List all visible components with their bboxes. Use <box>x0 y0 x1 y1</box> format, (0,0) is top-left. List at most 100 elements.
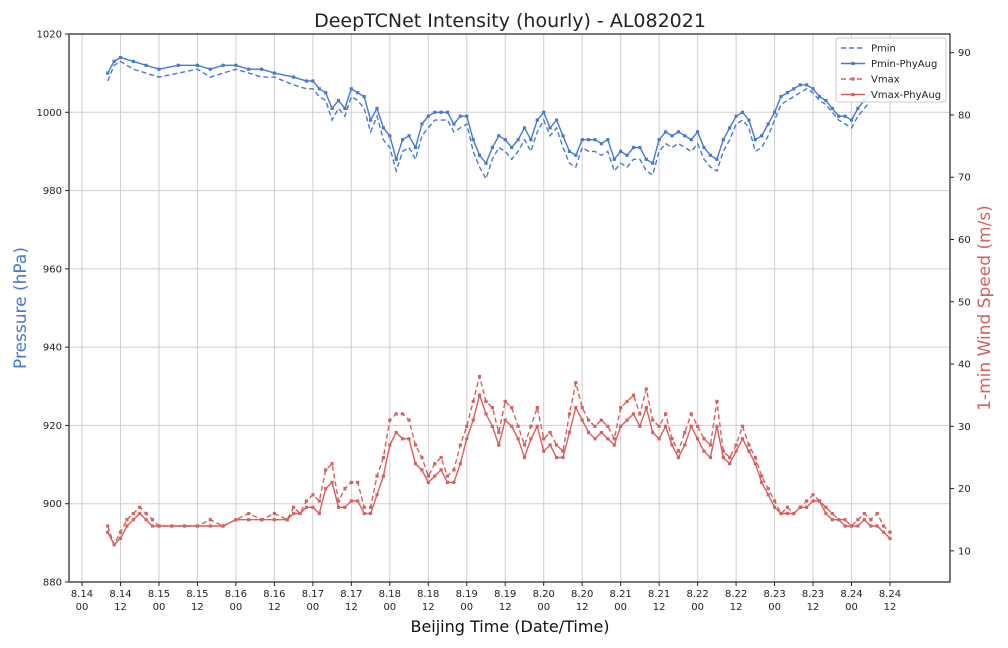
data-point <box>324 487 328 491</box>
data-point <box>349 87 353 91</box>
data-point <box>792 511 796 516</box>
data-point <box>721 138 725 142</box>
data-point <box>747 118 751 122</box>
y-right-tick-label: 90 <box>958 48 971 59</box>
data-point <box>420 122 424 126</box>
data-point <box>349 499 353 503</box>
data-point <box>426 474 430 478</box>
data-point <box>522 443 527 447</box>
data-point <box>369 505 373 509</box>
data-point <box>516 424 520 428</box>
data-point <box>497 443 501 447</box>
x-axis-label: Beijing Time (Date/Time) <box>410 617 609 636</box>
data-point <box>112 543 116 547</box>
data-point <box>882 524 886 528</box>
data-point <box>849 118 854 122</box>
series-pmin <box>107 60 872 181</box>
data-point <box>529 424 533 428</box>
data-point <box>760 134 764 138</box>
x-tick-time-label: 12 <box>422 602 435 613</box>
data-point <box>689 138 693 142</box>
data-point <box>734 449 738 453</box>
y-left-tick-label: 960 <box>43 264 62 275</box>
legend-marker <box>851 77 855 81</box>
data-point <box>343 106 347 110</box>
x-tick-time-label: 12 <box>114 602 127 613</box>
data-point <box>420 455 424 460</box>
data-point <box>529 437 533 441</box>
data-point <box>433 462 437 466</box>
data-point <box>753 462 757 466</box>
data-point <box>888 530 892 534</box>
data-point <box>657 437 661 441</box>
x-tick-time-label: 00 <box>230 602 243 613</box>
data-point <box>106 524 110 528</box>
x-tick-date-label: 8.22 <box>725 589 747 600</box>
y-axis-right-label: 1-min Wind Speed (m/s) <box>975 205 995 411</box>
y-right-tick-label: 60 <box>958 235 971 246</box>
data-point <box>638 145 642 150</box>
data-point <box>638 412 642 416</box>
data-point <box>176 63 180 67</box>
data-point <box>401 138 405 142</box>
y-left-tick-label: 1020 <box>37 30 62 41</box>
data-point <box>548 126 552 130</box>
data-point <box>843 524 847 528</box>
data-point <box>805 83 809 87</box>
data-point <box>510 424 514 428</box>
data-point <box>824 505 828 509</box>
x-tick-time-label: 12 <box>807 602 820 613</box>
data-point <box>606 437 610 441</box>
data-point <box>683 443 687 447</box>
data-point <box>644 387 648 391</box>
x-tick-time-label: 00 <box>76 602 89 613</box>
data-point <box>388 134 392 138</box>
data-point <box>497 134 501 138</box>
data-point <box>478 374 482 379</box>
data-point <box>843 518 847 522</box>
data-point <box>728 462 732 466</box>
data-point <box>830 511 834 516</box>
data-point <box>336 505 341 509</box>
data-point <box>503 399 507 403</box>
data-point <box>381 126 385 130</box>
y-left-tick-label: 940 <box>43 343 62 354</box>
data-point <box>817 95 822 99</box>
data-point <box>247 518 251 522</box>
data-point <box>638 424 642 428</box>
data-point <box>670 134 674 138</box>
data-point <box>535 424 539 428</box>
data-point <box>362 95 366 99</box>
data-point <box>587 138 591 142</box>
data-point <box>888 536 892 540</box>
data-point <box>561 449 565 453</box>
data-point <box>529 138 533 142</box>
data-point <box>311 79 315 83</box>
data-point <box>824 98 828 103</box>
x-tick-time-label: 12 <box>268 602 281 613</box>
data-point <box>740 110 745 114</box>
data-point <box>510 406 514 410</box>
data-point <box>439 110 443 114</box>
data-point <box>208 518 212 522</box>
data-point <box>561 455 565 460</box>
x-tick-time-label: 12 <box>499 602 512 613</box>
data-point <box>195 524 199 528</box>
x-tick-time-label: 00 <box>614 602 627 613</box>
data-point <box>118 536 123 540</box>
y-right-tick-label: 40 <box>958 360 971 371</box>
data-point <box>478 393 482 397</box>
data-point <box>465 424 469 428</box>
data-point <box>574 153 578 157</box>
legend-label: Vmax-PhyAug <box>871 90 941 101</box>
data-point <box>234 518 238 522</box>
data-point <box>760 474 764 478</box>
data-point <box>304 499 308 503</box>
data-point <box>131 511 135 516</box>
data-point <box>407 418 411 422</box>
data-point <box>439 455 443 460</box>
data-point <box>311 493 315 497</box>
data-point <box>593 138 597 142</box>
data-point <box>522 455 527 460</box>
data-point <box>452 480 456 484</box>
